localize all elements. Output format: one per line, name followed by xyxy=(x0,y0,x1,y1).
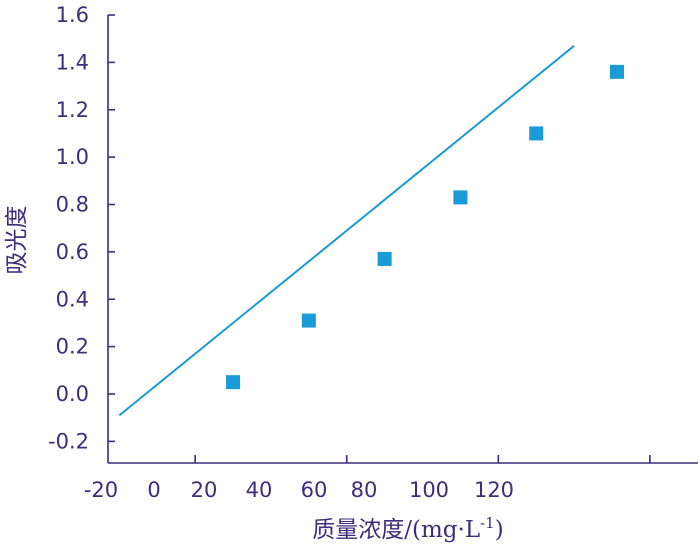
x-tick-label: 60 xyxy=(301,478,328,502)
data-point xyxy=(301,313,316,328)
data-point xyxy=(377,251,392,266)
x-axis-title: 质量浓度/(mg·L-1) xyxy=(312,514,503,543)
y-tick-label: -0.2 xyxy=(48,429,89,453)
axes xyxy=(107,15,698,464)
data-point xyxy=(610,64,624,79)
x-axis-title-main: 质量浓度/(mg·L xyxy=(312,517,480,543)
y-tick-label: 1.6 xyxy=(56,3,89,27)
data-point xyxy=(226,375,241,390)
fit-line xyxy=(118,45,575,417)
x-axis-title-tail: ) xyxy=(495,517,504,543)
x-tick-label: -20 xyxy=(84,478,118,502)
tick-marks xyxy=(108,14,651,463)
fit-line-group xyxy=(118,45,575,417)
y-tick-label: 1.2 xyxy=(56,98,89,122)
y-tick-label: 0.6 xyxy=(56,240,89,264)
y-tick-label: 0.8 xyxy=(56,193,89,217)
x-tick-label: 120 xyxy=(474,478,514,502)
y-tick-label: 1.4 xyxy=(56,50,89,74)
y-tick-labels: -0.2 0.0 0.2 0.4 0.6 0.8 1.0 1.2 1.4 1.6 xyxy=(48,3,89,453)
y-tick-label: 0.4 xyxy=(56,287,89,311)
x-tick-label: 40 xyxy=(246,478,273,502)
x-tick-labels: -20 0 20 40 60 80 100 120 xyxy=(84,478,514,502)
y-tick-label: 0.2 xyxy=(56,335,89,359)
x-tick-label: 0 xyxy=(147,478,160,502)
x-axis-title-sup: -1 xyxy=(480,514,495,532)
data-point xyxy=(453,190,468,205)
data-points xyxy=(226,64,624,390)
x-tick-label: 80 xyxy=(351,478,378,502)
x-tick-label: 100 xyxy=(409,478,449,502)
x-tick-label: 20 xyxy=(191,478,218,502)
y-axis-title: 吸光度 xyxy=(4,206,30,275)
y-tick-label: 0.0 xyxy=(56,382,89,406)
y-tick-label: 1.0 xyxy=(56,145,89,169)
data-point xyxy=(529,126,544,141)
